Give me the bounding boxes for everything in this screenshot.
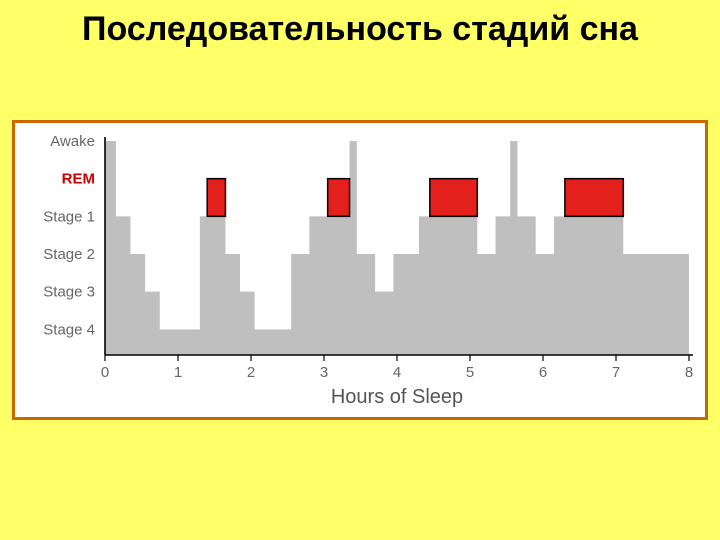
sleep-area xyxy=(105,141,689,355)
hypnogram-chart: Awake REM Stage 1 Stage 2 Stage 3 Stage 4 0 1 2 3… xyxy=(15,123,705,417)
y-label: Stage 4 xyxy=(43,321,95,338)
x-tick-label: 5 xyxy=(466,364,474,381)
rem-box xyxy=(565,179,623,217)
rem-box xyxy=(207,179,225,217)
x-tick-label: 8 xyxy=(685,364,693,381)
x-tick-label: 2 xyxy=(247,364,255,381)
rem-box xyxy=(430,179,477,217)
page-title: Последовательность стадий сна xyxy=(0,10,720,49)
rem-box xyxy=(328,179,350,217)
y-label: Stage 1 xyxy=(43,208,95,225)
y-label: Stage 3 xyxy=(43,284,95,301)
x-tick-label: 6 xyxy=(539,364,547,381)
x-tick-label: 1 xyxy=(174,364,182,381)
x-tick-label: 7 xyxy=(612,364,620,381)
x-tick-label: 0 xyxy=(101,364,109,381)
y-label: Awake xyxy=(50,133,95,150)
page-root: Последовательность стадий сна Awake REM St… xyxy=(0,0,720,540)
chart-frame: Awake REM Stage 1 Stage 2 Stage 3 Stage 4 0 1 2 3… xyxy=(12,120,708,420)
x-tick-label: 3 xyxy=(320,364,328,381)
x-tick-label: 4 xyxy=(393,364,401,381)
y-label: Stage 2 xyxy=(43,246,95,263)
x-axis-title: Hours of Sleep xyxy=(331,386,463,408)
y-label: REM xyxy=(62,171,95,188)
